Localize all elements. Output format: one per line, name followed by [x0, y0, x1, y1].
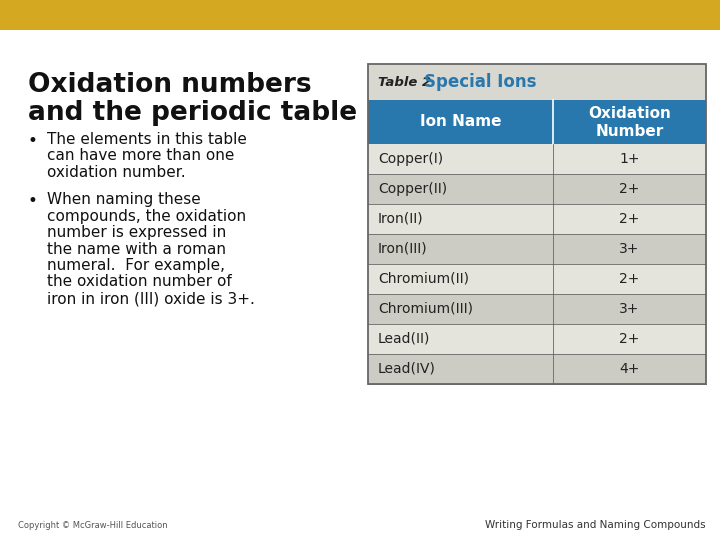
- Text: Table 2: Table 2: [378, 76, 431, 89]
- Text: can have more than one: can have more than one: [47, 148, 235, 164]
- Text: 2+: 2+: [619, 182, 639, 196]
- Bar: [368, 234, 706, 264]
- Text: Oxidation
Number: Oxidation Number: [588, 105, 671, 138]
- Text: number is expressed in: number is expressed in: [47, 225, 226, 240]
- Text: 3+: 3+: [619, 242, 639, 256]
- Bar: [368, 144, 706, 174]
- Text: Chromium(III): Chromium(III): [378, 302, 473, 316]
- Bar: [0, 0, 720, 30]
- Text: iron in iron (III) oxide is 3+.: iron in iron (III) oxide is 3+.: [47, 291, 255, 306]
- Text: compounds, the oxidation: compounds, the oxidation: [47, 208, 246, 224]
- Bar: [368, 324, 706, 354]
- Bar: [368, 204, 706, 234]
- Text: 4+: 4+: [619, 362, 639, 376]
- Text: •: •: [28, 132, 38, 150]
- Text: the oxidation number of: the oxidation number of: [47, 274, 232, 289]
- Text: 1+: 1+: [619, 152, 640, 166]
- Text: Iron(II): Iron(II): [378, 212, 423, 226]
- Text: Ion Name: Ion Name: [420, 114, 501, 130]
- Text: oxidation number.: oxidation number.: [47, 165, 186, 180]
- Bar: [368, 100, 706, 144]
- Bar: [368, 174, 706, 204]
- Text: When naming these: When naming these: [47, 192, 201, 207]
- Text: 2+: 2+: [619, 212, 639, 226]
- Text: and the periodic table: and the periodic table: [28, 100, 357, 126]
- Text: Oxidation numbers: Oxidation numbers: [28, 72, 312, 98]
- Text: the name with a roman: the name with a roman: [47, 241, 226, 256]
- Bar: [368, 294, 706, 324]
- Bar: [368, 354, 706, 384]
- Text: Iron(III): Iron(III): [378, 242, 428, 256]
- Bar: [368, 64, 706, 100]
- Text: Lead(IV): Lead(IV): [378, 362, 436, 376]
- Text: 2+: 2+: [619, 272, 639, 286]
- Text: Copper(I): Copper(I): [378, 152, 443, 166]
- Bar: [368, 264, 706, 294]
- Bar: [368, 64, 706, 384]
- Text: 3+: 3+: [619, 302, 639, 316]
- Text: Special Ions: Special Ions: [424, 73, 536, 91]
- Text: numeral.  For example,: numeral. For example,: [47, 258, 225, 273]
- Text: The elements in this table: The elements in this table: [47, 132, 247, 147]
- Text: •: •: [28, 192, 38, 210]
- Text: Copper(II): Copper(II): [378, 182, 447, 196]
- Text: 2+: 2+: [619, 332, 639, 346]
- Text: Writing Formulas and Naming Compounds: Writing Formulas and Naming Compounds: [485, 520, 706, 530]
- Text: Chromium(II): Chromium(II): [378, 272, 469, 286]
- Text: Copyright © McGraw-Hill Education: Copyright © McGraw-Hill Education: [18, 521, 168, 530]
- Text: Lead(II): Lead(II): [378, 332, 431, 346]
